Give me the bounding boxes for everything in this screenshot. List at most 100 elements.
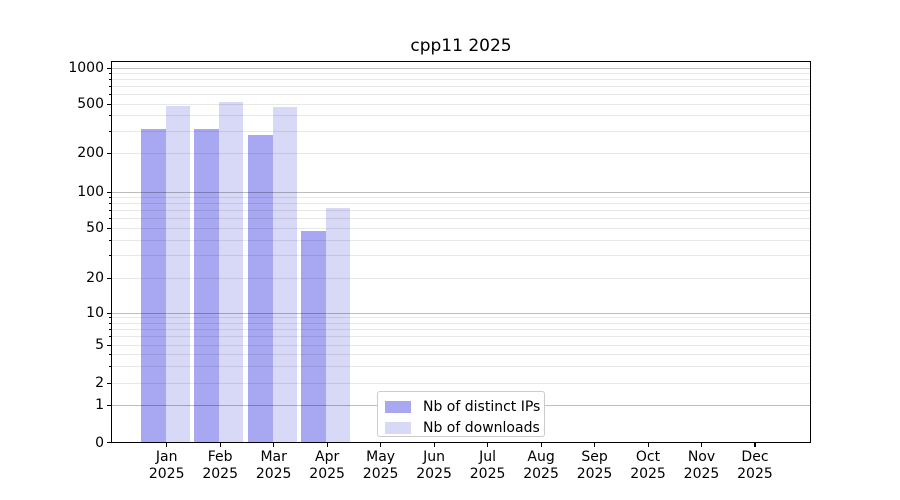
bar-downloads-mar — [272, 107, 297, 443]
y-minor-tick — [108, 227, 111, 229]
y-minor-tick — [108, 365, 111, 367]
gridline-minor — [111, 72, 811, 74]
gridline-major — [111, 67, 811, 69]
legend-swatch-downloads-icon — [385, 421, 411, 434]
gridline-minor — [111, 210, 811, 212]
y-minor-tick — [108, 344, 111, 346]
x-tick — [540, 443, 542, 447]
y-tick-label: 10 — [86, 305, 104, 321]
legend-swatch-distinct-ips-icon — [385, 400, 411, 413]
gridline-minor — [111, 277, 811, 279]
bar-downloads-jan — [166, 106, 190, 443]
x-tick — [380, 443, 382, 447]
bar-downloads-feb — [219, 101, 244, 443]
x-tick-label: Aug 2025 — [523, 449, 559, 482]
bar-ips-feb — [194, 128, 220, 443]
x-tick — [326, 443, 328, 447]
gridline-minor — [111, 328, 811, 330]
y-minor-tick — [108, 86, 111, 88]
y-tick — [107, 312, 111, 314]
gridline-minor — [111, 255, 811, 257]
x-tick — [594, 443, 596, 447]
gridline-minor — [111, 239, 811, 241]
x-tick-label: Jan 2025 — [148, 449, 185, 482]
x-tick — [487, 443, 489, 447]
bar-downloads-apr — [326, 208, 351, 443]
gridline-minor — [111, 79, 811, 81]
y-tick-label: 20 — [86, 270, 104, 286]
legend-label-distinct-ips: Nb of distinct IPs — [423, 398, 541, 415]
y-minor-tick — [108, 382, 111, 384]
y-tick — [107, 191, 111, 193]
y-minor-tick — [108, 328, 111, 330]
y-minor-tick — [108, 72, 111, 74]
y-minor-tick — [108, 79, 111, 81]
x-tick — [647, 443, 649, 447]
y-tick-label: 50 — [86, 220, 104, 236]
x-tick — [166, 443, 168, 447]
legend-item-distinct-ips: Nb of distinct IPs — [385, 397, 544, 416]
x-tick — [273, 443, 275, 447]
gridline-major — [111, 191, 811, 193]
y-tick — [107, 404, 111, 406]
gridline-minor — [111, 336, 811, 338]
x-tick-label: Mar 2025 — [255, 449, 292, 482]
x-tick-label: Feb 2025 — [202, 449, 238, 482]
y-minor-tick — [108, 239, 111, 241]
y-tick-label: 1 — [95, 397, 104, 413]
gridline-minor — [111, 382, 811, 384]
x-tick — [433, 443, 435, 447]
legend-item-downloads: Nb of downloads — [385, 418, 544, 437]
chart-title: cpp11 2025 — [410, 36, 512, 56]
gridline-major — [111, 312, 811, 314]
gridline-minor — [111, 353, 811, 355]
y-tick-label: 1000 — [68, 60, 104, 76]
gridline-minor — [111, 94, 811, 96]
y-minor-tick — [108, 130, 111, 132]
x-tick-label: Oct 2025 — [630, 449, 666, 482]
x-tick — [701, 443, 703, 447]
gridline-minor — [111, 130, 811, 132]
x-tick — [754, 443, 756, 447]
gridline-minor — [111, 203, 811, 205]
y-tick-label: 5 — [95, 337, 104, 353]
gridline-minor — [111, 152, 811, 154]
x-tick-label: Jun 2025 — [416, 449, 452, 482]
y-tick-label: 500 — [77, 96, 104, 112]
y-tick-label: 200 — [77, 145, 104, 161]
y-minor-tick — [108, 317, 111, 319]
y-minor-tick — [108, 336, 111, 338]
y-minor-tick — [108, 103, 111, 105]
y-tick-label: 2 — [95, 375, 104, 391]
gridline-minor — [111, 365, 811, 367]
gridline-minor — [111, 322, 811, 324]
y-tick — [107, 67, 111, 69]
x-tick-label: Apr 2025 — [309, 449, 345, 482]
x-tick-label: Dec 2025 — [737, 449, 773, 482]
gridline-minor — [111, 227, 811, 229]
y-minor-tick — [108, 203, 111, 205]
gridline-minor — [111, 317, 811, 319]
y-minor-tick — [108, 218, 111, 220]
x-tick-label: May 2025 — [362, 449, 399, 482]
gridline-minor — [111, 218, 811, 220]
legend-label-downloads: Nb of downloads — [423, 419, 540, 436]
x-tick-label: Nov 2025 — [683, 449, 720, 482]
y-minor-tick — [108, 196, 111, 198]
y-tick-label: 100 — [77, 184, 104, 200]
bar-ips-mar — [247, 135, 273, 443]
y-minor-tick — [108, 115, 111, 117]
x-tick — [219, 443, 221, 447]
y-minor-tick — [108, 322, 111, 324]
y-minor-tick — [108, 152, 111, 154]
y-minor-tick — [108, 255, 111, 257]
y-minor-tick — [108, 353, 111, 355]
gridline-minor — [111, 86, 811, 88]
y-minor-tick — [108, 94, 111, 96]
gridline-minor — [111, 196, 811, 198]
gridline-minor — [111, 115, 811, 117]
y-minor-tick — [108, 210, 111, 212]
x-tick-label: Sep 2025 — [576, 449, 613, 482]
gridline-minor — [111, 344, 811, 346]
